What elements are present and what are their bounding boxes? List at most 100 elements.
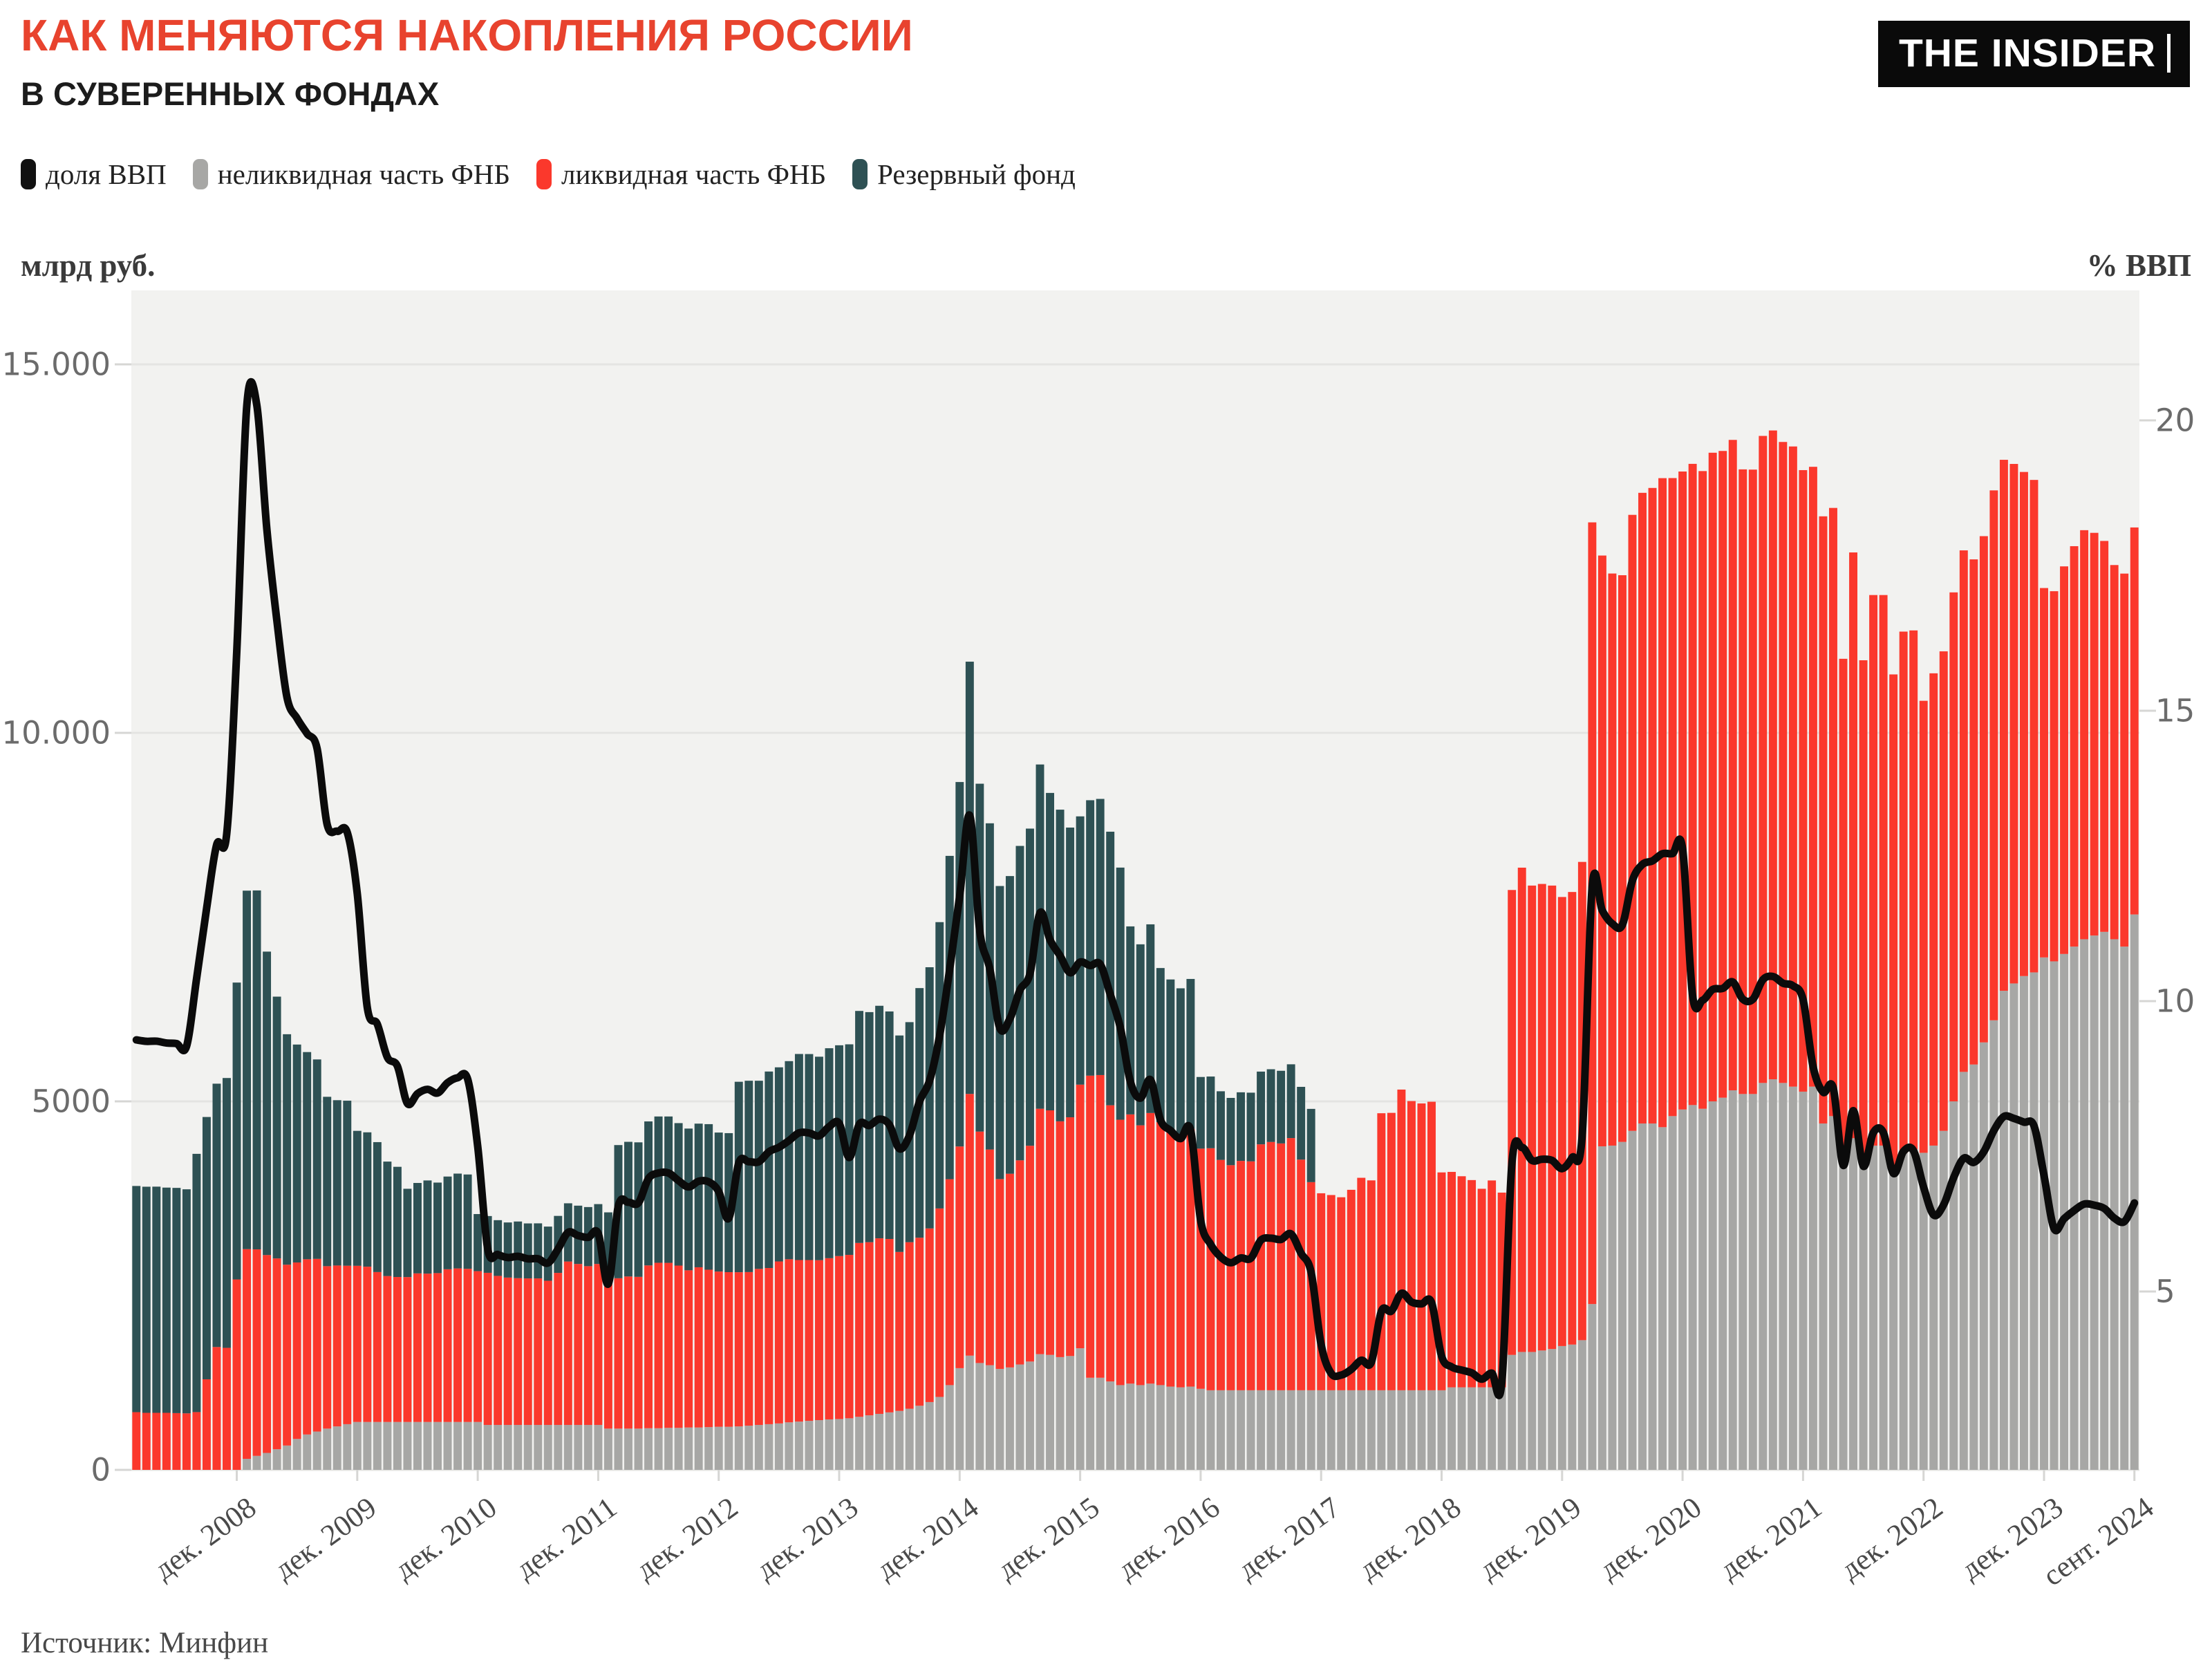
bar-segment-1 (2060, 566, 2069, 954)
bar-segment-1 (1738, 469, 1747, 1094)
bar-segment-1 (1497, 1192, 1506, 1388)
bar-segment-1 (132, 1412, 141, 1470)
bar-segment-0 (1819, 1123, 1828, 1470)
bar-segment-2 (323, 1097, 332, 1267)
bar-segment-0 (1468, 1387, 1477, 1470)
bar-segment-1 (1909, 630, 1918, 1150)
bar-segment-0 (1577, 1340, 1586, 1470)
bar-segment-0 (1447, 1387, 1456, 1470)
bar-segment-1 (494, 1276, 503, 1425)
bar-segment-1 (202, 1379, 211, 1470)
bar-segment-0 (1217, 1390, 1225, 1470)
bar-segment-2 (785, 1061, 794, 1260)
bar-segment-2 (243, 890, 251, 1249)
bar-segment-0 (1718, 1097, 1727, 1470)
bar-segment-1 (252, 1249, 261, 1456)
bar-segment-1 (543, 1280, 552, 1425)
bar-segment-0 (1608, 1145, 1617, 1470)
bar-segment-2 (494, 1220, 503, 1276)
bar-segment-1 (794, 1260, 803, 1422)
bar-segment-0 (1477, 1387, 1486, 1470)
bar-segment-0 (1377, 1390, 1386, 1470)
bar-segment-2 (644, 1121, 653, 1266)
bar-segment-2 (433, 1182, 442, 1274)
bar-segment-0 (1728, 1090, 1737, 1470)
bar-segment-0 (835, 1419, 843, 1470)
bar-segment-2 (1306, 1108, 1315, 1182)
legend-item-1: неликвидная часть ФНБ (192, 158, 510, 191)
bar-segment-0 (403, 1421, 412, 1470)
bar-segment-0 (252, 1455, 261, 1470)
bar-segment-0 (955, 1368, 964, 1470)
bar-segment-1 (1648, 487, 1657, 1123)
bar-segment-1 (563, 1261, 572, 1425)
bar-segment-1 (2030, 480, 2038, 973)
bar-segment-2 (1186, 978, 1195, 1129)
bar-segment-0 (1266, 1390, 1275, 1470)
bar-segment-1 (1528, 885, 1537, 1352)
bar-segment-1 (955, 1146, 964, 1368)
bar-segment-2 (523, 1223, 532, 1279)
bar-segment-0 (694, 1427, 703, 1470)
bar-segment-2 (272, 996, 281, 1259)
left-tick-label: 5000 (31, 1083, 111, 1120)
bar-segment-2 (765, 1071, 774, 1269)
bar-segment-2 (1266, 1069, 1275, 1142)
bar-segment-1 (523, 1278, 532, 1425)
bar-segment-1 (1488, 1180, 1497, 1388)
bar-segment-1 (1779, 442, 1788, 1083)
bar-segment-2 (805, 1054, 814, 1260)
legend-swatch-icon (852, 159, 868, 189)
bar-segment-1 (1026, 1146, 1034, 1362)
bar-segment-1 (614, 1278, 623, 1429)
bar-segment-0 (1808, 1086, 1817, 1470)
bar-segment-1 (1246, 1161, 1255, 1390)
bar-segment-0 (1317, 1390, 1326, 1470)
bar-segment-0 (855, 1417, 864, 1470)
bar-segment-2 (534, 1223, 543, 1279)
legend-label: доля ВВП (46, 158, 167, 190)
bar-segment-0 (1588, 1304, 1597, 1470)
bar-segment-1 (1076, 1084, 1085, 1349)
bar-segment-0 (1407, 1390, 1416, 1470)
bar-segment-0 (1196, 1388, 1205, 1470)
bar-segment-2 (202, 1117, 211, 1379)
bar-segment-1 (815, 1260, 823, 1421)
bar-segment-0 (1969, 1064, 1978, 1470)
bar-segment-0 (243, 1459, 251, 1470)
bar-segment-1 (885, 1239, 894, 1412)
bar-segment-0 (1548, 1349, 1557, 1470)
bar-segment-1 (142, 1412, 151, 1470)
bar-segment-0 (1035, 1354, 1044, 1470)
bar-segment-0 (433, 1421, 442, 1470)
bar-segment-2 (1176, 988, 1185, 1135)
bar-segment-1 (332, 1265, 341, 1427)
bar-segment-2 (172, 1188, 181, 1413)
bar-segment-1 (1698, 471, 1707, 1109)
bar-segment-1 (905, 1242, 914, 1409)
bar-segment-1 (1548, 885, 1557, 1350)
bar-segment-0 (905, 1408, 914, 1470)
bar-segment-1 (744, 1271, 753, 1426)
bar-segment-1 (272, 1258, 281, 1450)
bar-segment-2 (825, 1048, 834, 1258)
bar-segment-1 (1066, 1117, 1075, 1356)
bar-segment-0 (634, 1428, 643, 1470)
bar-segment-2 (1217, 1091, 1225, 1160)
bar-segment-1 (172, 1412, 181, 1470)
bar-segment-1 (1266, 1141, 1275, 1390)
bar-segment-0 (353, 1421, 362, 1470)
bar-segment-2 (1146, 924, 1155, 1113)
bar-segment-0 (2009, 983, 2018, 1470)
bar-segment-1 (1759, 436, 1768, 1083)
bar-segment-1 (403, 1277, 412, 1422)
bar-segment-1 (2090, 532, 2099, 936)
bar-segment-1 (825, 1258, 834, 1419)
bar-segment-0 (1628, 1130, 1637, 1470)
bar-segment-1 (192, 1412, 201, 1470)
bar-segment-0 (423, 1421, 432, 1470)
bar-segment-1 (1407, 1101, 1416, 1390)
bar-segment-1 (1015, 1160, 1024, 1365)
